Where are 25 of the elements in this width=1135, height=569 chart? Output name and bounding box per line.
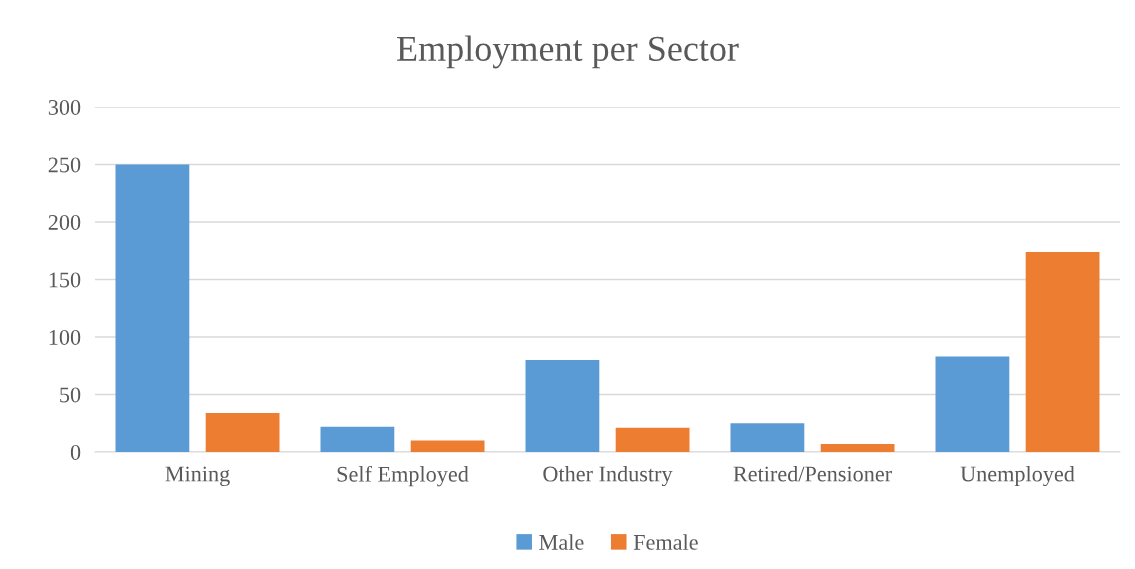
y-tick-label: 100 [49,329,81,345]
bar [615,427,690,452]
bar [820,443,895,452]
legend-label: Male [539,534,584,550]
y-tick-label: 150 [49,272,81,288]
bar [525,360,600,452]
bar [320,426,395,452]
legend-label: Female [633,534,698,550]
bar [1025,251,1100,452]
y-tick-label: 300 [48,99,81,115]
x-tick-label: Mining [165,466,230,487]
bar [115,164,190,452]
x-tick-label: Retired/Pensioner [733,465,892,482]
bar [205,412,280,452]
y-tick-label: 250 [48,157,81,173]
x-tick-label: Self Employed [337,465,469,487]
x-tick-label: Unemployed [960,465,1075,487]
x-tick-label: Other Industry [543,465,673,487]
y-tick-label: 200 [48,214,81,230]
chart-title: Employment per Sector [397,35,739,69]
y-tick-label: 0 [70,444,81,460]
y-tick-label: 50 [60,387,81,403]
bar [935,356,1010,452]
bar [410,440,485,452]
bar [730,423,805,452]
